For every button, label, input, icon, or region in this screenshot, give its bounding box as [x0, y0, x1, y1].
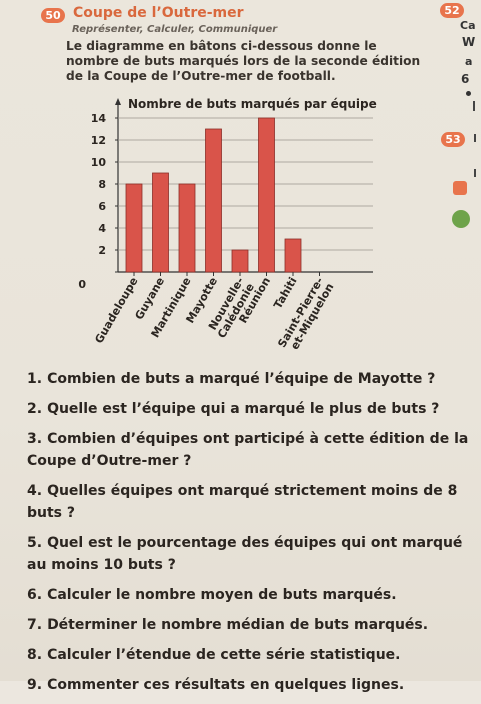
- question-text: Déterminer le nombre médian de buts marq…: [47, 617, 429, 633]
- side-fragment-w: W: [462, 35, 476, 49]
- question-text: Quelle est l’équipe qui a marqué le plus…: [47, 401, 440, 417]
- question-6: 6. Calculer le nombre moyen de buts marqu…: [27, 584, 472, 606]
- exercise-number-badge: 50: [41, 8, 65, 23]
- question-number: 8.: [27, 647, 43, 663]
- bar-2: [152, 172, 169, 273]
- question-text: Quel est le pourcentage des équipes qui …: [27, 535, 463, 573]
- question-number: 3.: [27, 431, 43, 447]
- question-7: 7. Déterminer le nombre médian de buts ma…: [27, 614, 472, 636]
- question-3: 3. Combien d’équipes ont participé à cett…: [27, 428, 472, 472]
- question-text: Combien d’équipes ont participé à cette …: [27, 431, 469, 469]
- x-tick-label: Guadeloupe: [92, 275, 140, 346]
- question-9: 9. Commenter ces résultats en quelques li…: [27, 674, 472, 696]
- question-1: 1. Combien de buts a marqué l’équipe de M…: [27, 368, 472, 390]
- question-2: 2. Quelle est l’équipe qui a marqué le pl…: [27, 398, 472, 420]
- question-text: Calculer l’étendue de cette série statis…: [47, 647, 401, 663]
- bar-3: [178, 183, 196, 273]
- y-axis-arrow: [115, 98, 121, 105]
- side-fragment-a: a: [465, 55, 473, 68]
- exercise-skills: Représenter, Calculer, Communiquer: [72, 24, 278, 35]
- question-number: 5.: [27, 535, 43, 551]
- question-4: 4. Quelles équipes ont marqué strictement…: [27, 480, 472, 524]
- text-fragment-mark: [473, 101, 475, 111]
- y-tick-label: 0: [78, 278, 86, 291]
- tool-icon: [452, 210, 470, 228]
- exercise-52-badge: 52: [440, 3, 464, 18]
- question-text: Quelles équipes ont marqué strictement m…: [27, 483, 458, 521]
- question-number: 4.: [27, 483, 43, 499]
- chart-title: Nombre de buts marqués par équipe: [128, 97, 377, 111]
- exercise-title: Coupe de l’Outre-mer: [73, 5, 244, 21]
- bar-chart: Nombre de buts marqués par équipe 0 2 4 6 8 10…: [78, 97, 377, 352]
- bar-5: [231, 249, 249, 273]
- question-number: 7.: [27, 617, 43, 633]
- text-fragment-mark: [474, 169, 476, 177]
- question-text: Combien de buts a marqué l’équipe de May…: [47, 371, 436, 387]
- side-fragment-ca: Ca: [460, 19, 476, 32]
- y-tick-label: 8: [98, 178, 106, 191]
- exercise-statement: Le diagramme en bâtons ci-dessous donne …: [66, 39, 421, 83]
- questions-list: 1. Combien de buts a marqué l’équipe de M…: [27, 368, 472, 704]
- y-tick-label: 4: [98, 222, 106, 235]
- question-text: Calculer le nombre moyen de buts marqués…: [47, 587, 397, 603]
- question-number: 9.: [27, 677, 43, 693]
- question-text: Commenter ces résultats en quelques lign…: [47, 677, 405, 693]
- y-tick-label: 12: [91, 134, 106, 147]
- y-tick-label: 14: [91, 112, 107, 125]
- bar-6: [258, 117, 275, 273]
- y-tick-label: 6: [98, 200, 106, 213]
- x-tick-label: Tahiti: [271, 275, 299, 311]
- question-number: 2.: [27, 401, 43, 417]
- calculator-icon: [453, 181, 467, 195]
- question-8: 8. Calculer l’étendue de cette série stat…: [27, 644, 472, 666]
- exercise-53-badge: 53: [441, 132, 465, 147]
- question-number: 1.: [27, 371, 43, 387]
- question-number: 6.: [27, 587, 43, 603]
- bar-4: [205, 128, 222, 273]
- side-fragment-6: 6: [461, 72, 470, 86]
- question-5: 5. Quel est le pourcentage des équipes qu…: [27, 532, 472, 576]
- y-tick-label: 2: [98, 244, 106, 257]
- text-fragment-mark: [474, 134, 476, 142]
- bar-1: [125, 183, 143, 273]
- y-tick-label: 10: [91, 156, 107, 169]
- bullet-dot: [466, 91, 471, 96]
- bar-7: [284, 238, 302, 273]
